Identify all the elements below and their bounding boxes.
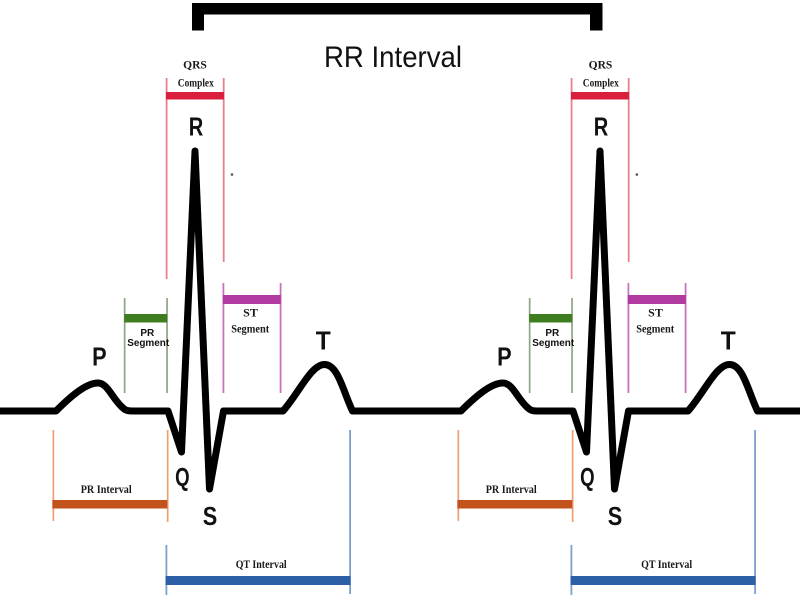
svg-text:Complex: Complex xyxy=(583,78,619,90)
svg-text:Complex: Complex xyxy=(178,78,214,90)
svg-text:PR: PR xyxy=(140,328,155,339)
svg-text:Q: Q xyxy=(175,462,190,492)
svg-text:P: P xyxy=(92,342,107,372)
svg-text:PR Interval: PR Interval xyxy=(486,484,537,496)
svg-text:Q: Q xyxy=(580,462,595,492)
svg-text:RR Interval: RR Interval xyxy=(324,41,462,74)
svg-text:PR: PR xyxy=(545,328,560,339)
svg-text:ST: ST xyxy=(243,306,258,320)
svg-text:QRS: QRS xyxy=(183,60,207,72)
svg-text:S: S xyxy=(203,501,218,531)
svg-text:T: T xyxy=(316,326,331,356)
svg-text:S: S xyxy=(608,501,623,531)
svg-text:QRS: QRS xyxy=(589,60,613,72)
svg-text:Segment: Segment xyxy=(231,322,269,336)
svg-text:P: P xyxy=(497,342,512,372)
svg-text:QT Interval: QT Interval xyxy=(236,559,287,571)
svg-text:ST: ST xyxy=(648,306,663,320)
svg-text:QT Interval: QT Interval xyxy=(641,559,692,571)
svg-text:R: R xyxy=(594,111,609,141)
svg-text:Segment: Segment xyxy=(636,322,674,336)
svg-text:PR Interval: PR Interval xyxy=(81,484,132,496)
svg-text:R: R xyxy=(189,111,204,141)
svg-text:Segment: Segment xyxy=(127,338,170,349)
svg-text:Segment: Segment xyxy=(532,338,575,349)
svg-text:T: T xyxy=(721,326,736,356)
